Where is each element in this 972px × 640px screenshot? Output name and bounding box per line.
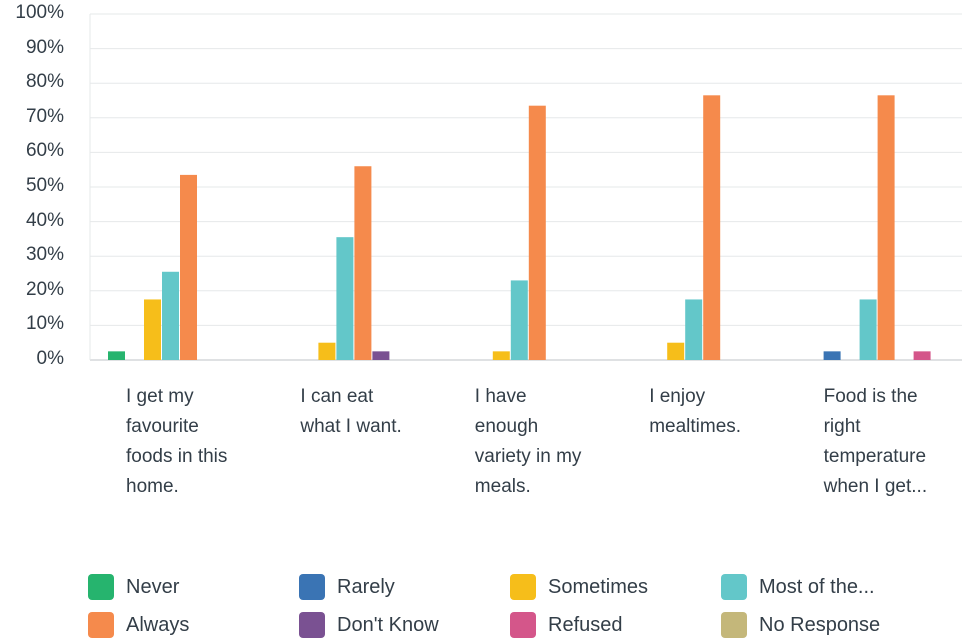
legend-item[interactable]: Rarely [299,572,395,602]
legend-label: Most of the... [759,575,875,598]
legend-swatch [510,574,536,600]
bar-most-of-the-5[interactable] [859,299,877,360]
legend-item[interactable]: No Response [721,610,880,640]
legend-item[interactable]: Refused [510,610,623,640]
legend-swatch [299,612,325,638]
y-tick-label: 20% [25,278,64,300]
legend-swatch [88,574,114,600]
bar-always-1[interactable] [180,174,197,360]
legend-label: Refused [548,613,623,636]
bar-refused-5[interactable] [913,351,931,360]
bar-sometimes-1[interactable] [144,299,161,360]
bar-most-of-the-4[interactable] [685,299,703,360]
legend-swatch [721,574,747,600]
bar-don-t-know-2[interactable] [372,351,390,360]
y-tick-label: 100% [15,2,64,23]
legend-label: Never [126,575,180,598]
bar-always-4[interactable] [703,95,721,360]
bar-most-of-the-2[interactable] [336,237,354,360]
legend-item[interactable]: Never [88,572,179,602]
y-tick-label: 50% [25,175,64,196]
bar-sometimes-4[interactable] [667,342,685,360]
y-tick-label: 60% [25,140,64,162]
y-tick-label: 90% [25,36,64,58]
legend-item[interactable]: Don't Know [299,610,439,640]
bar-sometimes-3[interactable] [492,351,510,360]
legend-label: Don't Know [337,613,439,636]
legend-label: Rarely [337,575,395,598]
bar-sometimes-2[interactable] [318,342,336,360]
x-category-label: I have enough variety in my meals. [474,386,582,497]
legend-swatch [510,612,536,638]
legend-swatch [299,574,325,600]
y-tick-label: 0% [36,348,64,369]
y-tick-label: 10% [25,313,64,335]
legend-label: No Response [759,613,881,636]
y-tick-label: 80% [25,71,64,93]
x-category-label: I can eat what I want. [300,386,402,437]
legend-item[interactable]: Most of the... [721,572,875,602]
bar-always-2[interactable] [354,166,372,360]
bar-never-1[interactable] [108,351,125,360]
y-tick-label: 40% [25,209,64,231]
bar-most-of-the-1[interactable] [162,271,179,360]
legend-label: Always [126,613,190,636]
x-category-label: I enjoy mealtimes. [649,386,742,437]
legend-swatch [721,612,747,638]
legend-item[interactable]: Sometimes [510,572,648,602]
y-tick-label: 70% [25,105,64,127]
bar-always-5[interactable] [877,95,895,360]
y-tick-label: 30% [25,244,64,266]
legend-item[interactable]: Always [88,610,189,640]
x-category-label: Food is the right temperature when I get… [823,386,928,497]
x-category-label: I get my favourite foods in this home. [126,386,228,497]
bar-always-3[interactable] [528,105,546,360]
legend-swatch [88,612,114,638]
bar-most-of-the-3[interactable] [510,280,528,360]
bar-rarely-5[interactable] [823,351,841,360]
legend-label: Sometimes [548,575,649,598]
